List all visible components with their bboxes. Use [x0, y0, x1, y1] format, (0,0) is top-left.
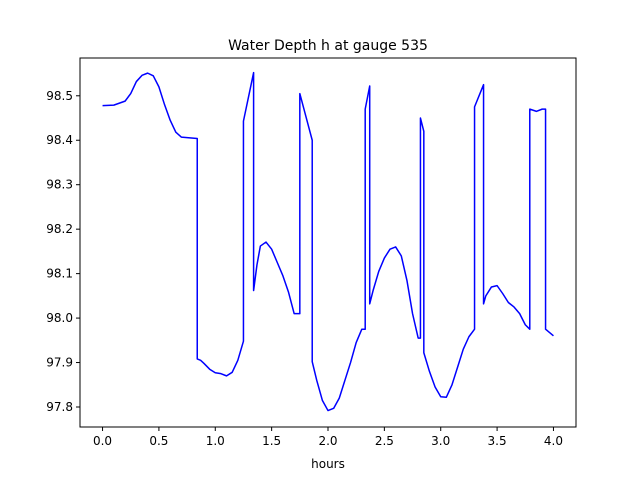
chart-title: Water Depth h at gauge 535 — [228, 38, 428, 54]
x-tick-label: 2.0 — [318, 434, 337, 448]
y-tick-label: 97.8 — [46, 400, 73, 414]
x-tick-label: 1.5 — [262, 434, 281, 448]
y-tick-label: 98.3 — [46, 178, 73, 192]
y-tick-label: 98.1 — [46, 267, 73, 281]
x-tick-label: 1.0 — [206, 434, 225, 448]
series-line-0 — [102, 71, 554, 412]
y-tick-label: 98.5 — [46, 89, 73, 103]
x-tick-label: 3.0 — [431, 434, 450, 448]
y-tick-label: 98.0 — [46, 311, 73, 325]
y-tick-label: 98.4 — [46, 133, 73, 147]
y-tick-label: 97.9 — [46, 356, 73, 370]
x-tick-label: 0.5 — [149, 434, 168, 448]
x-tick-label: 0.0 — [93, 434, 112, 448]
x-axis-label: hours — [311, 457, 345, 471]
x-axis: 0.0 0.5 1.0 1.5 2.0 2.5 3.0 3.5 4.0 — [93, 427, 563, 448]
x-tick-label: 2.5 — [375, 434, 394, 448]
x-tick-label: 3.5 — [488, 434, 507, 448]
y-tick-label: 98.2 — [46, 222, 73, 236]
x-tick-label: 4.0 — [544, 434, 563, 448]
y-axis: 97.8 97.9 98.0 98.1 98.2 98.3 98.4 98.5 — [46, 89, 80, 414]
